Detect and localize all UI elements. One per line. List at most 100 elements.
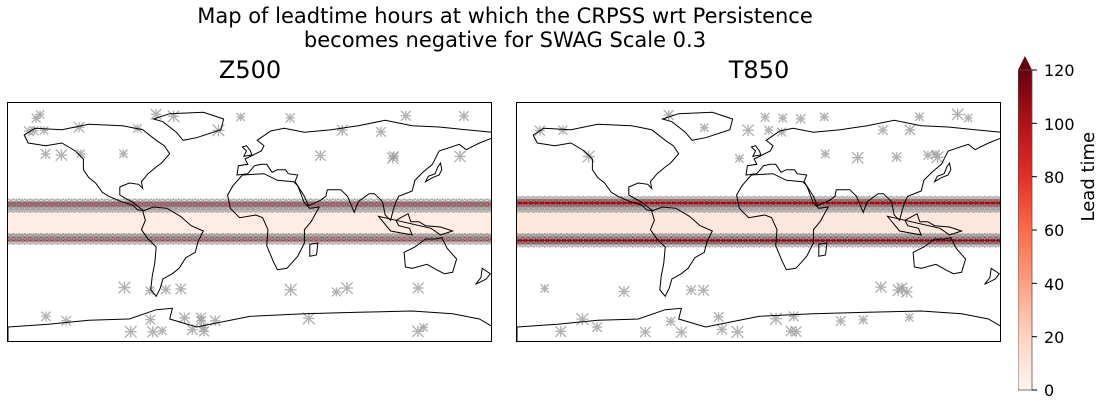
hatch-mark <box>736 203 744 211</box>
map-z500-coastline-north-america <box>23 123 171 212</box>
hatch-mark <box>731 240 738 248</box>
hatch-mark <box>145 203 152 211</box>
hatch-mark <box>626 240 634 248</box>
hatch-mark <box>560 240 568 248</box>
hatch-mark <box>703 240 711 248</box>
hatch-mark <box>517 195 524 203</box>
hatch-mark <box>877 124 889 136</box>
hatch-mark <box>852 203 859 211</box>
hatch-mark <box>271 203 279 211</box>
hatch-mark <box>533 203 540 211</box>
hatch-mark <box>425 232 433 240</box>
hatch-mark <box>879 195 887 203</box>
hatch-mark <box>370 232 378 240</box>
hatch-mark <box>527 195 535 203</box>
hatch-mark <box>663 109 675 121</box>
hatch-mark <box>846 195 854 203</box>
hatch-mark <box>934 240 942 248</box>
hatch-mark <box>288 238 295 246</box>
hatch-mark <box>742 195 749 203</box>
hatch-mark <box>196 315 207 326</box>
hatch-mark <box>566 203 573 211</box>
hatch-mark <box>753 203 760 211</box>
hatch-mark <box>885 232 892 240</box>
hatch-mark <box>167 232 174 240</box>
hatch-mark <box>758 195 766 203</box>
hatch-mark <box>211 238 218 246</box>
hatch-mark <box>687 240 694 248</box>
hatch-mark <box>973 240 980 248</box>
hatch-mark <box>560 195 568 203</box>
hatch-mark <box>189 198 196 206</box>
hatch-mark <box>940 240 947 248</box>
hatch-mark <box>747 232 755 240</box>
colorbar-svg <box>1017 56 1037 391</box>
hatch-mark <box>901 203 909 211</box>
hatch-mark <box>310 232 317 240</box>
hatch-mark <box>904 124 916 136</box>
hatch-mark <box>725 232 733 240</box>
hatch-mark <box>896 232 903 240</box>
hatch-mark <box>183 198 191 206</box>
hatch-mark <box>46 198 53 206</box>
hatch-mark <box>84 203 92 211</box>
hatch-mark <box>95 198 103 206</box>
hatch-mark <box>172 232 180 240</box>
hatch-mark <box>55 148 68 162</box>
hatch-mark <box>555 240 562 248</box>
hatch-mark <box>216 198 224 206</box>
map-z500 <box>7 102 492 342</box>
hatch-mark <box>150 198 158 206</box>
hatch-mark <box>260 232 268 240</box>
hatch-mark <box>753 195 760 203</box>
hatch-mark <box>940 203 947 211</box>
hatch-mark <box>720 232 727 240</box>
hatch-mark <box>763 125 774 135</box>
hatch-mark <box>577 232 584 240</box>
hatch-mark <box>720 203 727 211</box>
hatch-mark <box>260 198 268 206</box>
hatch-mark <box>442 203 449 211</box>
map-z500-coastline-greenland <box>151 111 225 141</box>
hatch-mark <box>442 232 449 240</box>
hatch-mark <box>904 312 914 323</box>
hatch-mark <box>315 232 323 240</box>
hatch-mark <box>786 240 793 248</box>
hatch-mark <box>13 203 20 211</box>
hatch-mark <box>907 195 914 203</box>
hatch-mark <box>458 110 470 122</box>
hatch-mark <box>431 232 438 240</box>
hatch-mark <box>24 232 31 240</box>
hatch-mark <box>940 232 947 240</box>
hatch-mark <box>929 195 936 203</box>
hatch-mark <box>343 203 350 211</box>
hatch-mark <box>480 198 488 206</box>
hatch-mark <box>593 240 601 248</box>
hatch-mark <box>962 195 969 203</box>
hatch-mark <box>365 232 372 240</box>
hatch-mark <box>293 232 301 240</box>
hatch-mark <box>852 195 859 203</box>
hatch-mark <box>819 203 826 211</box>
hatch-mark <box>747 240 755 248</box>
hatch-mark <box>716 323 728 336</box>
hatch-mark <box>146 325 159 338</box>
hatch-mark <box>486 203 491 211</box>
hatch-mark <box>709 203 716 211</box>
hatch-mark <box>403 203 411 211</box>
hatch-mark <box>989 240 997 248</box>
hatch-mark <box>57 232 64 240</box>
hatch-mark <box>544 232 551 240</box>
hatch-mark <box>918 240 925 248</box>
hatch-mark <box>442 198 449 206</box>
hatch-mark <box>725 203 733 211</box>
hatch-mark <box>480 232 488 240</box>
hatch-mark <box>139 232 147 240</box>
hatch-mark <box>211 232 218 240</box>
hatch-mark <box>359 198 367 206</box>
hatch-mark <box>321 198 328 206</box>
hatch-mark <box>134 232 141 240</box>
hatch-mark <box>819 232 826 240</box>
hatch-mark <box>156 238 163 246</box>
hatch-mark <box>582 232 590 240</box>
